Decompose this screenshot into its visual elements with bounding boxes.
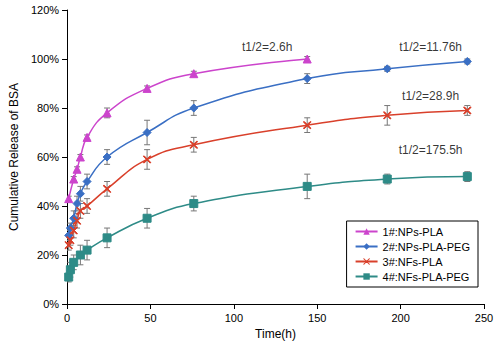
svg-text:20%: 20% <box>37 249 59 261</box>
svg-text:1#:NPs-PLA: 1#:NPs-PLA <box>383 226 444 238</box>
svg-text:250: 250 <box>475 312 493 324</box>
svg-text:t1/2=175.5h: t1/2=175.5h <box>399 143 463 157</box>
svg-text:150: 150 <box>308 312 326 324</box>
svg-text:Cumulative Release of BSA: Cumulative Release of BSA <box>7 83 21 231</box>
svg-text:0: 0 <box>64 312 70 324</box>
svg-text:80%: 80% <box>37 102 59 114</box>
svg-text:0%: 0% <box>43 298 59 310</box>
svg-text:100%: 100% <box>31 53 59 65</box>
svg-text:Time(h): Time(h) <box>255 327 296 341</box>
svg-text:3#:NFs-PLA: 3#:NFs-PLA <box>383 256 444 268</box>
svg-text:200: 200 <box>391 312 409 324</box>
svg-text:t1/2=2.6h: t1/2=2.6h <box>242 40 292 54</box>
svg-text:4#:NFs-PLA-PEG: 4#:NFs-PLA-PEG <box>383 271 470 283</box>
svg-text:100: 100 <box>225 312 243 324</box>
svg-text:60%: 60% <box>37 151 59 163</box>
svg-text:120%: 120% <box>31 4 59 16</box>
svg-text:2#:NPs-PLA-PEG: 2#:NPs-PLA-PEG <box>383 241 470 253</box>
svg-text:40%: 40% <box>37 200 59 212</box>
svg-text:t1/2=11.76h: t1/2=11.76h <box>399 40 462 54</box>
svg-text:50: 50 <box>144 312 156 324</box>
svg-text:t1/2=28.9h: t1/2=28.9h <box>402 89 459 103</box>
